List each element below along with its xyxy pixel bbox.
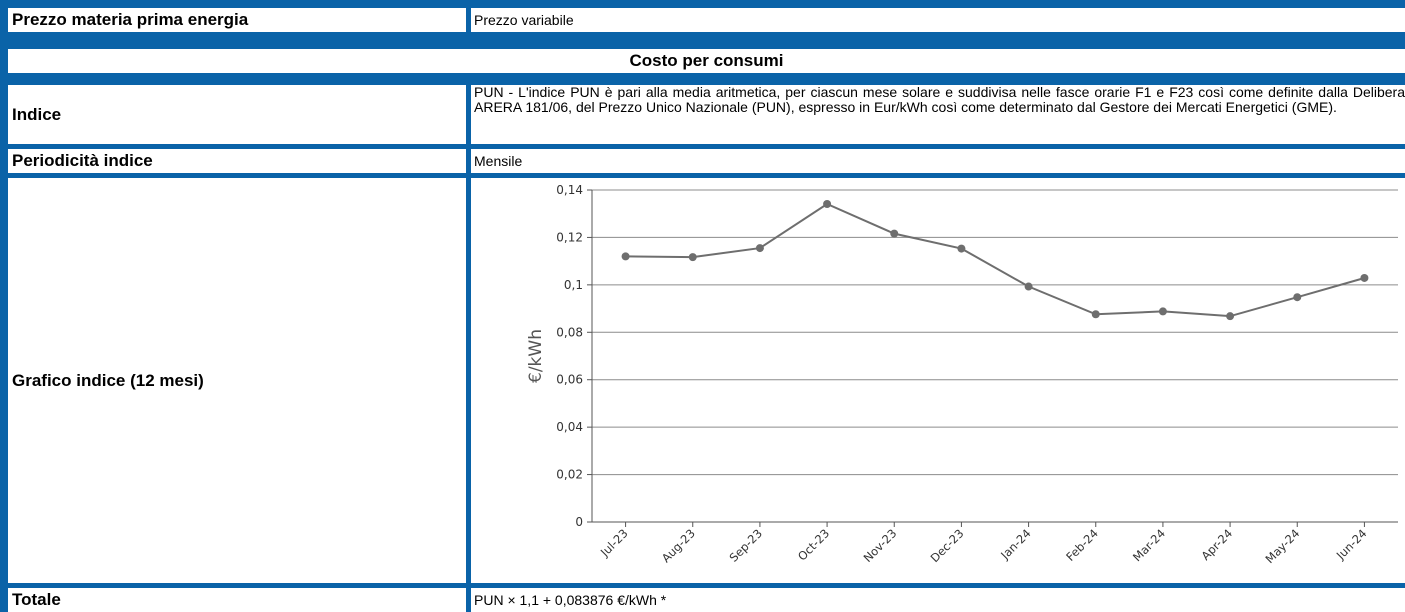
x-tick-label: Feb-24 bbox=[1063, 526, 1101, 564]
periodicita-value: Mensile bbox=[471, 149, 1405, 173]
x-tick-label: Nov-23 bbox=[861, 526, 900, 565]
y-tick-label: 0,08 bbox=[556, 325, 583, 339]
x-tick-label: Dec-23 bbox=[928, 526, 967, 565]
y-tick-label: 0,06 bbox=[556, 373, 583, 387]
data-point[interactable] bbox=[823, 199, 832, 208]
indice-label: Indice bbox=[8, 85, 466, 144]
data-point[interactable] bbox=[621, 252, 630, 261]
y-tick-label: 0,02 bbox=[556, 468, 583, 482]
x-tick-label: May-24 bbox=[1263, 526, 1303, 566]
data-point[interactable] bbox=[755, 244, 764, 253]
pun-line-chart: 0 0,02 0,04 0,06 0,08 0,1 0,12 0,14 €/kWh Jul-2… bbox=[526, 183, 1398, 566]
periodicita-label: Periodicità indice bbox=[8, 149, 466, 173]
data-point[interactable] bbox=[957, 244, 966, 253]
grafico-label: Grafico indice (12 mesi) bbox=[8, 178, 466, 583]
x-tick-label: Oct-23 bbox=[795, 526, 832, 563]
y-tick-label: 0,12 bbox=[556, 230, 583, 244]
data-point[interactable] bbox=[688, 253, 697, 262]
data-point[interactable] bbox=[1226, 312, 1235, 321]
grafico-chart-cell: 0 0,02 0,04 0,06 0,08 0,1 0,12 0,14 €/kWh Jul-2… bbox=[471, 178, 1405, 583]
data-point[interactable] bbox=[1024, 282, 1033, 291]
data-point[interactable] bbox=[1158, 307, 1167, 316]
series-line bbox=[625, 202, 1365, 318]
data-point[interactable] bbox=[890, 229, 899, 238]
prezzo-value: Prezzo variabile bbox=[471, 8, 1405, 32]
totale-label: Totale bbox=[8, 588, 466, 612]
y-axis-label: €/kWh bbox=[526, 329, 546, 383]
y-tick-label: 0,1 bbox=[564, 278, 583, 292]
data-point[interactable] bbox=[1293, 293, 1302, 302]
y-tick-label: 0,04 bbox=[556, 420, 583, 434]
x-tick-label: Mar-24 bbox=[1130, 526, 1168, 564]
y-tick-label: 0,14 bbox=[556, 183, 583, 197]
section-title: Costo per consumi bbox=[8, 49, 1405, 73]
x-tick-label: Sep-23 bbox=[727, 526, 766, 565]
x-tick-label: Aug-23 bbox=[659, 526, 698, 565]
y-tick-label: 0 bbox=[575, 515, 583, 529]
data-point[interactable] bbox=[1091, 310, 1100, 319]
totale-value: PUN × 1,1 + 0,083876 €/kWh * bbox=[471, 588, 1405, 612]
data-point[interactable] bbox=[1360, 273, 1369, 282]
x-tick-label: Jun-24 bbox=[1333, 526, 1370, 563]
x-tick-label: Jan-24 bbox=[997, 526, 1033, 562]
indice-value: PUN - L'indice PUN è pari alla media ari… bbox=[471, 85, 1405, 144]
prezzo-label: Prezzo materia prima energia bbox=[8, 8, 466, 32]
x-tick-label: Apr-24 bbox=[1198, 526, 1235, 563]
indice-description: PUN - L'indice PUN è pari alla media ari… bbox=[474, 85, 1405, 115]
x-tick-label: Jul-23 bbox=[597, 526, 631, 560]
